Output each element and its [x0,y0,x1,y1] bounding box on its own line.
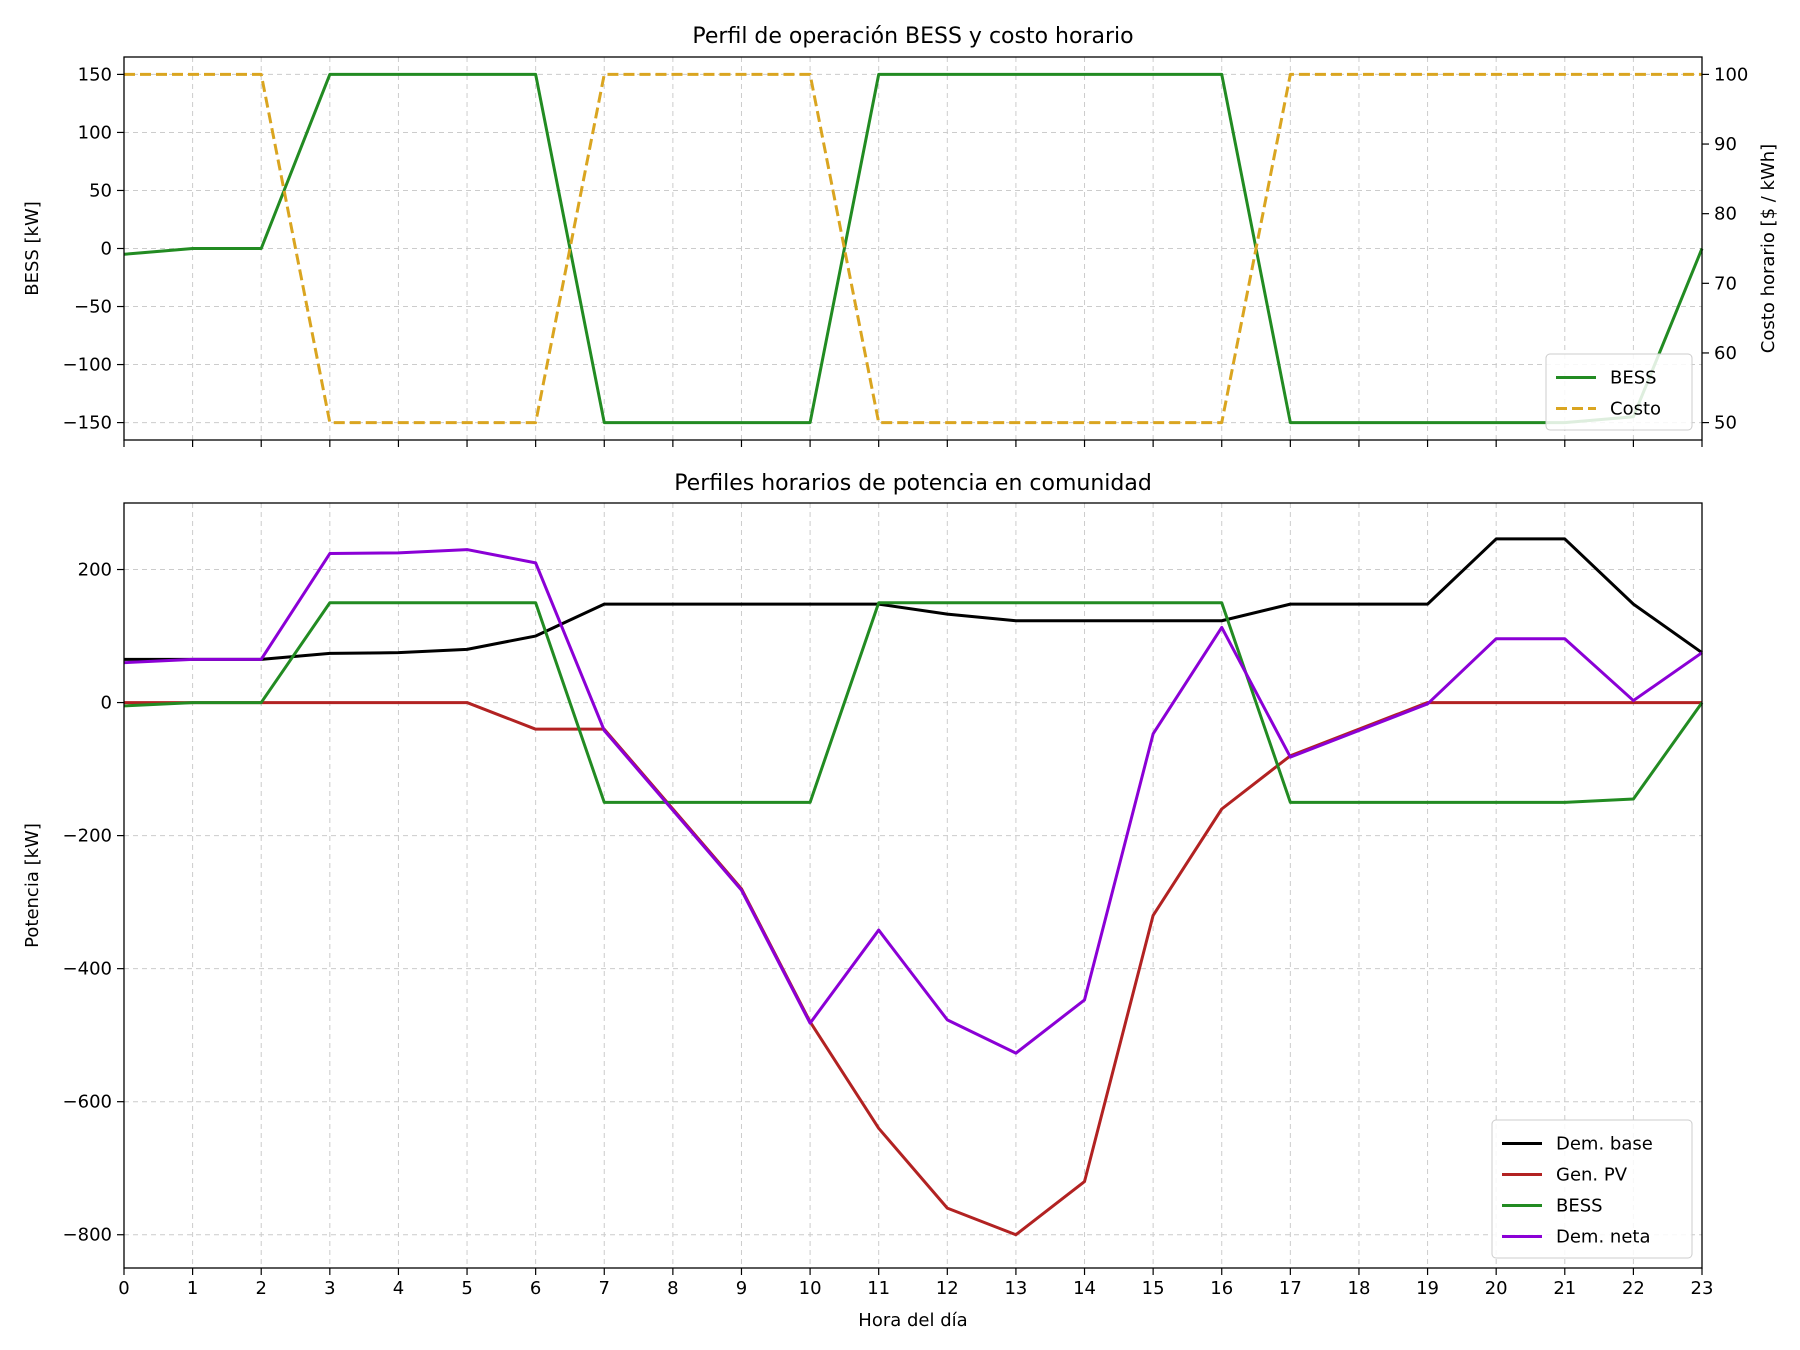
legend-label: BESS [1556,1196,1603,1217]
grid [123,503,1703,1268]
y-axis-label: BESS [kW] [22,201,43,296]
y-tick-label: 0 [101,239,112,260]
chart-title: Perfil de operación BESS y costo horario [692,24,1133,49]
x-tick-label: 15 [1142,1278,1165,1299]
x-tick-label: 16 [1210,1278,1233,1299]
y-tick-label: 150 [78,64,112,85]
y-axis-label: Potencia [kW] [22,823,43,948]
grid [123,57,1703,440]
x-tick-label: 4 [393,1278,404,1299]
x-tick-label: 10 [799,1278,822,1299]
y-tick-label: −100 [63,355,112,376]
y-tick-label: 200 [78,560,112,581]
x-tick-label: 7 [599,1278,610,1299]
x-tick-label: 18 [1348,1278,1371,1299]
series-group [123,72,1704,425]
x-tick-label: 13 [1004,1278,1027,1299]
series-line-dem-base [124,537,1703,661]
y-tick-label: 0 [101,693,112,714]
legend-label: BESS [1610,368,1657,389]
x-tick-label: 5 [461,1278,472,1299]
x-tick-label: 3 [324,1278,335,1299]
y-tick-label: −400 [63,959,112,980]
y2-tick-label: 70 [1714,273,1737,294]
legend-label: Costo [1610,399,1661,420]
y-tick-label: 100 [78,122,112,143]
series-group [123,537,1704,1237]
y2-tick-label: 60 [1714,343,1737,364]
legend-box [1491,1119,1693,1259]
x-tick-label: 19 [1416,1278,1439,1299]
y-tick-label: −600 [63,1092,112,1113]
x-tick-label: 2 [255,1278,266,1299]
y2-tick-label: 80 [1714,204,1737,225]
x-tick-label: 17 [1279,1278,1302,1299]
x-tick-label: 20 [1485,1278,1508,1299]
top-chart-panel: 150 100 50 0 −50 −100 −150 100 90 80 70 60 50 Perfil … [22,24,1779,447]
x-tick-label: 6 [530,1278,541,1299]
legend-box [1545,353,1693,431]
x-tick-label: 23 [1691,1278,1714,1299]
legend-label: Gen. PV [1556,1165,1628,1186]
x-tick-label: 8 [667,1278,678,1299]
y2-tick-label: 100 [1714,64,1748,85]
legend-label: Dem. neta [1556,1227,1650,1248]
chart-title: Perfiles horarios de potencia en comunid… [674,471,1152,496]
series-line-bess [123,72,1704,425]
x-tick-label: 21 [1553,1278,1576,1299]
series-line-bess [123,601,1704,804]
y-tick-label: −50 [74,297,112,318]
plot-frame [123,502,1703,1269]
series-line-costo [124,72,1702,425]
y2-tick-label: 50 [1714,413,1737,434]
series-line-dem-neta [123,548,1703,1055]
x-tick-label: 11 [867,1278,890,1299]
x-tick-label: 22 [1622,1278,1645,1299]
x-axis-label: Hora del día [858,1310,967,1331]
x-tick-label: 1 [187,1278,198,1299]
legend: Dem. base Gen. PV BESS Dem. neta [1491,1119,1693,1259]
y2-axis-label: Costo horario [$ / kWh] [1758,144,1779,353]
y2-tick-label: 90 [1714,134,1737,155]
x-tick-label: 9 [736,1278,747,1299]
legend: BESS Costo [1545,353,1693,431]
y-tick-label: 50 [89,180,112,201]
x-tick-label: 0 [118,1278,129,1299]
y-tick-label: −200 [63,826,112,847]
x-tick-label: 14 [1073,1278,1096,1299]
legend-label: Dem. base [1556,1134,1653,1155]
bottom-chart-panel: 0 1 2 3 4 5 6 7 8 9 10 11 12 13 14 15 16 17 18 19 20 21 22 2320… [22,471,1713,1331]
y-tick-label: −800 [63,1225,112,1246]
y-tick-label: −150 [63,413,112,434]
series-line-gen-pv [124,701,1702,1237]
x-tick-label: 12 [936,1278,959,1299]
